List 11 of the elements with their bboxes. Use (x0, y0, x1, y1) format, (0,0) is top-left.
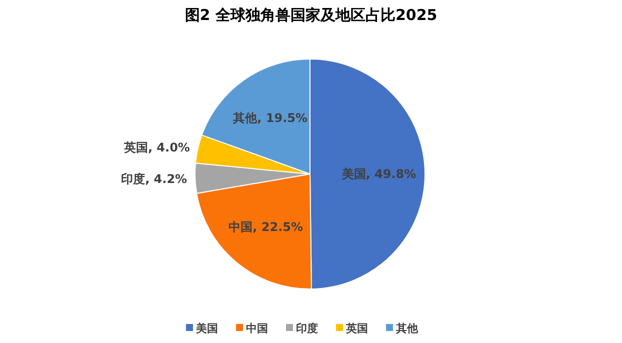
data-label: 美国, 49.8% (340, 166, 416, 181)
legend-label: 其他 (395, 322, 419, 335)
legend-label: 印度 (296, 322, 318, 335)
data-label: 印度, 4.2% (121, 172, 188, 186)
legend-label: 美国 (195, 322, 218, 335)
data-label: 中国, 22.5% (228, 220, 304, 234)
legend-label: 英国 (345, 322, 368, 335)
chart-title: 图2 全球独角兽国家及地区占比2025 (184, 6, 438, 24)
legend-label: 中国 (246, 322, 268, 335)
data-label: 英国, 4.0% (122, 140, 190, 154)
data-label: 其他, 19.5% (232, 110, 308, 125)
